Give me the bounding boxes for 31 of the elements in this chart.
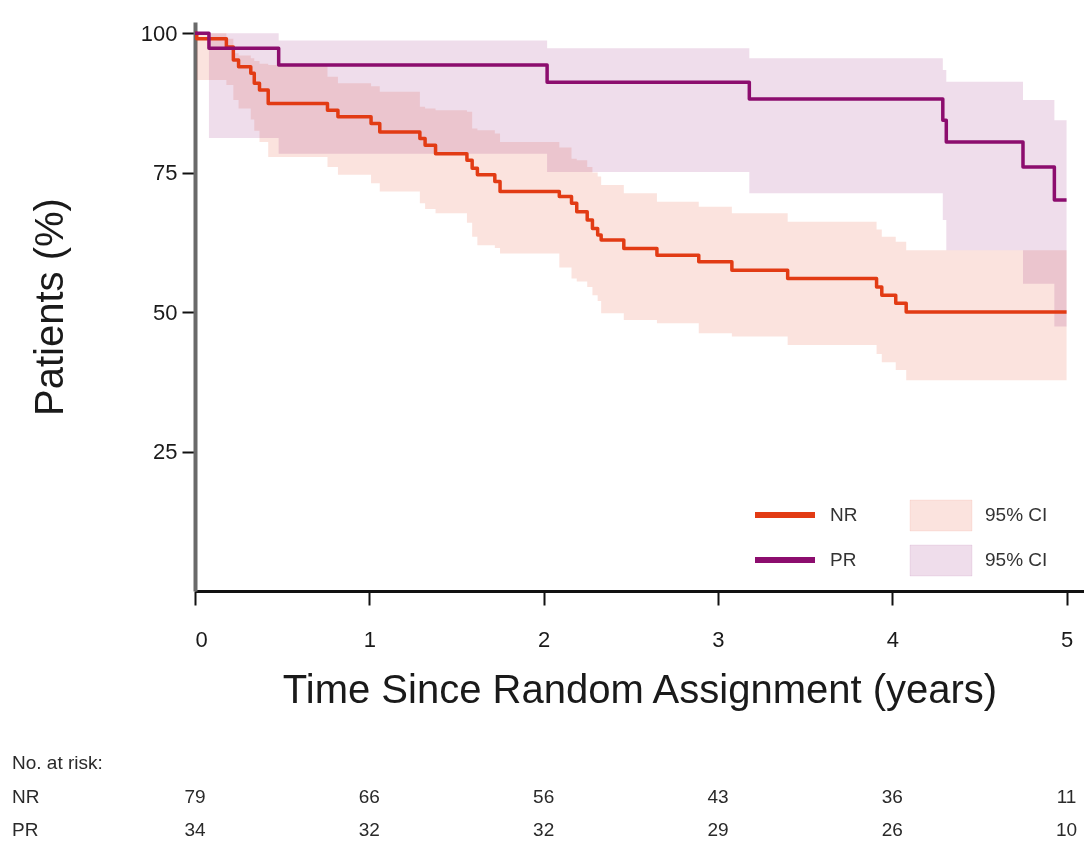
text: 36 bbox=[881, 786, 903, 807]
legend-label: PR bbox=[830, 549, 857, 570]
x-axis-title: Time Since Random Assignment (years) bbox=[282, 666, 998, 711]
legend-label: NR bbox=[830, 504, 858, 525]
text: No. at risk: bbox=[12, 752, 103, 773]
category-label: PR bbox=[12, 819, 39, 840]
annotation: 95% CI bbox=[985, 549, 1048, 570]
x-tick-label: 2 bbox=[538, 626, 551, 652]
x-tick-label: 1 bbox=[363, 626, 376, 652]
text: 11 bbox=[1056, 786, 1077, 807]
y-tick-label: 75 bbox=[153, 160, 178, 186]
text: 34 bbox=[184, 819, 206, 840]
annotation: 95% CI bbox=[985, 504, 1048, 525]
x-tick-label: 0 bbox=[195, 626, 208, 652]
y-tick-label: 25 bbox=[153, 439, 178, 465]
text: 32 bbox=[358, 819, 380, 840]
text: 26 bbox=[881, 819, 903, 840]
y-tick-label: 100 bbox=[140, 20, 178, 46]
category-label: NR bbox=[12, 786, 40, 807]
text: 79 bbox=[184, 786, 206, 807]
text: 43 bbox=[707, 786, 729, 807]
x-tick-label: 5 bbox=[1060, 626, 1074, 652]
text: 32 bbox=[533, 819, 555, 840]
y-axis-title: Patients (%) bbox=[26, 198, 71, 416]
y-tick-label: 50 bbox=[153, 299, 178, 325]
text: 29 bbox=[707, 819, 729, 840]
text: 56 bbox=[533, 786, 555, 807]
x-tick-label: 3 bbox=[712, 626, 725, 652]
text: 10 bbox=[1056, 819, 1078, 840]
text: 66 bbox=[358, 786, 380, 807]
x-tick-label: 4 bbox=[886, 626, 899, 652]
